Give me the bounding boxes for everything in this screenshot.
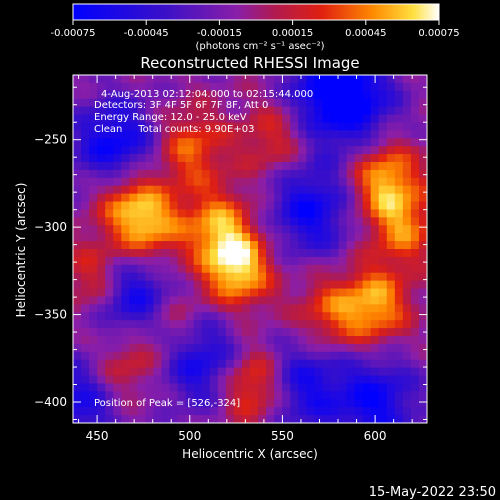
plot-frame [72, 74, 428, 424]
y-tick-label: −250 [34, 133, 67, 147]
y-axis-ticks: −250 −300 −350 −400 [34, 86, 427, 421]
x-tick-label: 500 [178, 429, 201, 443]
annotation-line: Detectors: 3F 4F 5F 6F 7F 8F, Att 0 [94, 100, 268, 111]
colorbar-tick-label: 0.00045 [345, 28, 386, 39]
annotation-line: Clean Total counts: 9.90E+03 [94, 124, 254, 135]
annotation-block: 4-Aug-2013 02:12:04.000 to 02:15:44.000D… [94, 89, 313, 135]
colorbar-tick-label: -0.00045 [124, 28, 169, 39]
plot-timestamp: 15-May-2022 23:50 [369, 485, 496, 500]
chart-title: Reconstructed RHESSI Image [140, 54, 359, 72]
y-tick-label: −350 [34, 308, 67, 322]
heatmap-image [73, 75, 427, 423]
y-tick-label: −300 [34, 220, 67, 234]
colorbar-tick-label: -0.00075 [51, 28, 96, 39]
colorbar-tick-label: -0.00015 [197, 28, 242, 39]
colorbar-ticks: -0.00075 -0.00045 -0.00015 0.00015 0.00045 0.… [51, 20, 460, 39]
colorbar-tick-label: 0.00075 [418, 28, 459, 39]
y-axis-label: Heliocentric Y (arcsec) [14, 183, 28, 318]
colorbar [72, 3, 440, 21]
colorbar-tick-label: 0.00015 [272, 28, 313, 39]
x-tick-label: 450 [86, 429, 109, 443]
y-tick-label: −400 [34, 395, 67, 409]
annotation-line: 4-Aug-2013 02:12:04.000 to 02:15:44.000 [101, 89, 313, 100]
peak-position-label: Position of Peak = [526,-324] [94, 398, 240, 409]
colorbar-unit-label: (photons cm⁻² s⁻¹ asec⁻²) [195, 41, 324, 52]
x-axis-label: Heliocentric X (arcsec) [182, 447, 318, 461]
x-tick-label: 600 [364, 429, 387, 443]
x-tick-label: 550 [271, 429, 294, 443]
x-axis-ticks: 450 500 550 600 [78, 75, 413, 443]
annotation-line: Energy Range: 12.0 - 25.0 keV [94, 112, 247, 123]
